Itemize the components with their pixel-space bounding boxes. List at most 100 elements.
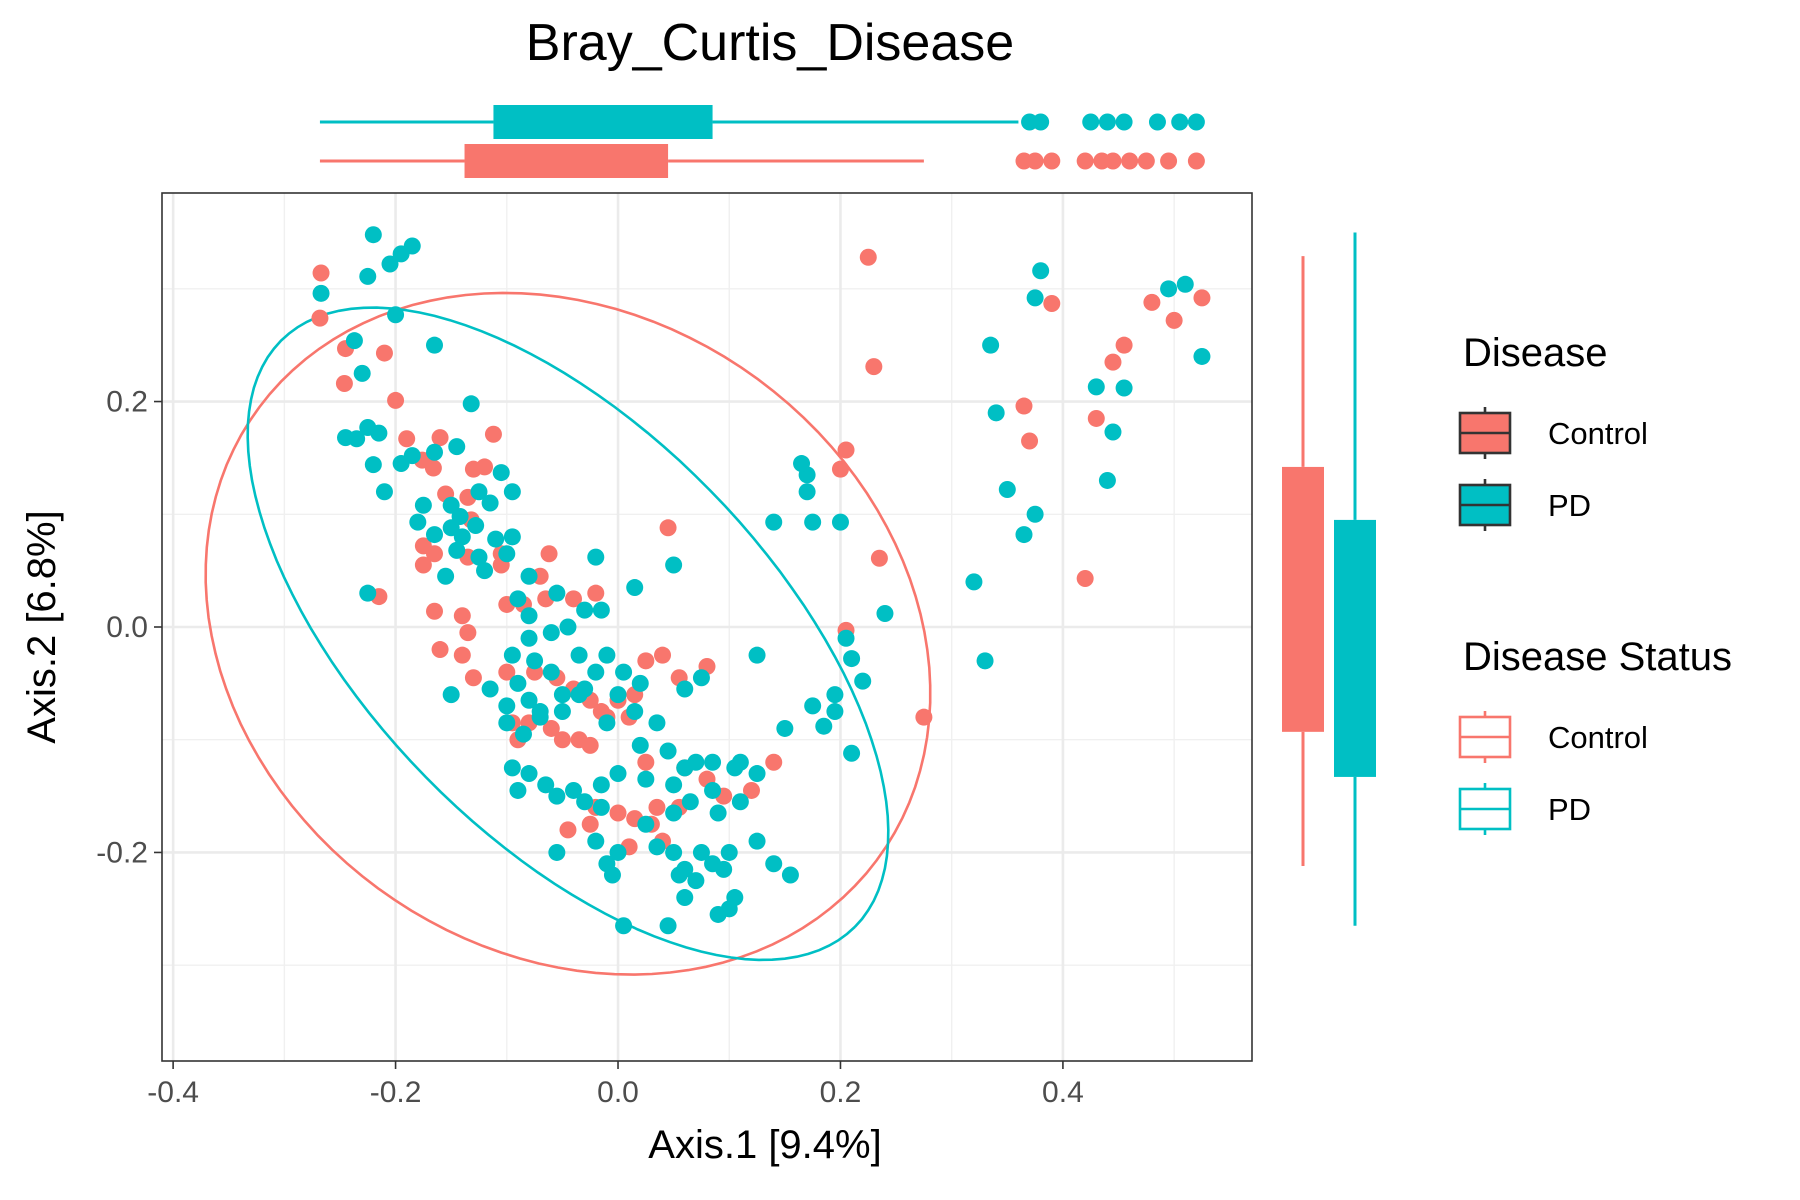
point-pd [387, 306, 405, 324]
point-pd [854, 672, 872, 690]
x-tick-label: -0.4 [147, 1076, 199, 1109]
point-pd [414, 496, 432, 514]
x-tick-label: 0.2 [820, 1076, 862, 1109]
outlier-x-control [1137, 152, 1155, 170]
point-control [1193, 289, 1211, 307]
point-pd [843, 744, 861, 762]
box-y-pd [1334, 519, 1376, 777]
point-pd [987, 404, 1005, 422]
point-control [459, 624, 477, 642]
point-pd [345, 332, 363, 350]
point-pd [631, 736, 649, 754]
point-control [1021, 432, 1039, 450]
point-pd [837, 629, 855, 647]
point-pd [615, 663, 633, 681]
point-pd [503, 646, 521, 664]
point-control [915, 708, 933, 726]
point-control [387, 391, 405, 409]
point-pd [1026, 505, 1044, 523]
point-pd [592, 601, 610, 619]
point-control [1115, 336, 1133, 354]
point-pd [615, 917, 633, 935]
point-control [426, 545, 443, 563]
point-pd [498, 697, 516, 715]
x-tick-label: 0.4 [1042, 1076, 1084, 1109]
point-pd [437, 567, 455, 585]
point-pd [448, 438, 466, 456]
outlier-x-pd [1115, 113, 1133, 131]
point-control [565, 590, 583, 608]
legend-label: PD [1548, 488, 1591, 523]
point-pd [503, 528, 521, 546]
point-control [1076, 570, 1094, 588]
plot-panel [161, 192, 1253, 1062]
point-pd [704, 753, 722, 771]
point-pd [548, 843, 566, 861]
point-pd [720, 900, 738, 918]
y-axis-title: Axis.2 [6.8%] [20, 510, 64, 743]
y-tick-label: -0.2 [96, 836, 148, 869]
point-pd [998, 480, 1016, 498]
point-control [553, 731, 571, 749]
point-pd [1160, 280, 1178, 298]
point-pd [676, 889, 694, 907]
point-pd [1104, 423, 1122, 441]
point-pd [598, 646, 616, 664]
outlier-x-control [1026, 152, 1044, 170]
point-pd [426, 443, 443, 461]
point-pd [381, 255, 399, 273]
point-control [659, 519, 677, 537]
point-pd [409, 513, 427, 531]
legend-title: Disease [1463, 331, 1608, 375]
point-pd [587, 832, 605, 850]
point-pd [548, 787, 566, 805]
point-pd [576, 793, 594, 811]
point-pd [1115, 379, 1133, 397]
point-pd [665, 843, 683, 861]
legend-label: PD [1548, 792, 1591, 827]
point-control [414, 556, 432, 574]
point-pd [1087, 378, 1105, 396]
point-pd [426, 526, 443, 544]
y-tick-label: 0.2 [106, 386, 148, 419]
point-control [831, 460, 849, 478]
point-pd [426, 336, 443, 354]
point-pd [576, 601, 594, 619]
point-pd [659, 742, 677, 760]
point-pd [748, 832, 766, 850]
point-pd [470, 483, 488, 501]
point-control [1015, 397, 1033, 415]
point-control [581, 815, 599, 833]
point-control [637, 652, 655, 670]
point-control [484, 425, 502, 443]
point-pd [481, 494, 499, 512]
point-control [1043, 294, 1061, 312]
point-pd [565, 781, 583, 799]
outlier-x-pd [1171, 113, 1189, 131]
point-control [464, 669, 482, 687]
point-pd [448, 541, 466, 559]
point-pd [765, 855, 783, 873]
point-pd [1176, 275, 1194, 293]
point-pd [609, 843, 627, 861]
point-pd [520, 607, 538, 625]
point-control [453, 646, 471, 664]
point-pd [804, 513, 822, 531]
point-pd [648, 838, 666, 856]
box-y-control [1282, 466, 1324, 732]
y-tick-label: 0.0 [106, 611, 148, 644]
point-pd [637, 815, 655, 833]
point-pd [498, 545, 516, 563]
point-pd [476, 562, 494, 580]
outlier-x-control [1043, 152, 1061, 170]
point-pd [831, 513, 849, 531]
point-pd [492, 464, 510, 482]
y-axis: -0.2 0.0 0.2 [96, 386, 162, 869]
point-pd [676, 680, 694, 698]
point-pd [359, 584, 377, 602]
point-pd [598, 714, 616, 732]
point-control [865, 358, 883, 376]
x-axis-title: Axis.1 [9.4%] [648, 1123, 881, 1167]
point-pd [526, 652, 544, 670]
